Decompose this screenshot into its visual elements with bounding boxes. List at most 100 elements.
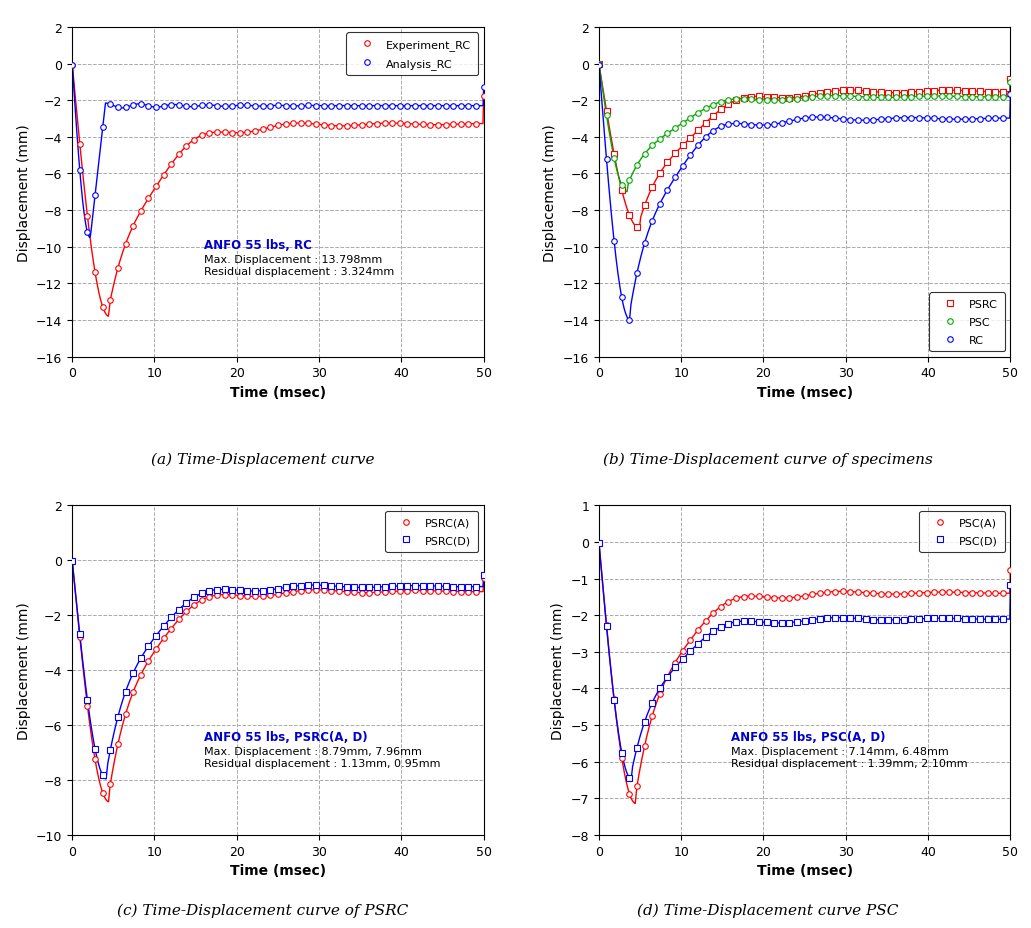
Line: PSC(A): PSC(A) bbox=[596, 541, 1013, 796]
PSRC bbox=[593, 59, 605, 71]
RC bbox=[997, 113, 1009, 124]
PSRC bbox=[966, 86, 978, 97]
Line: PSRC(D): PSRC(D) bbox=[69, 559, 487, 779]
Legend: PSRC, PSC, RC: PSRC, PSC, RC bbox=[929, 293, 1005, 352]
Text: Max. Displacement : 7.14mm, 6.48mm
Residual displacement : 1.39mm, 2.10mm: Max. Displacement : 7.14mm, 6.48mm Resid… bbox=[731, 746, 967, 767]
X-axis label: Time (msec): Time (msec) bbox=[230, 863, 326, 878]
Legend: PSC(A), PSC(D): PSC(A), PSC(D) bbox=[920, 511, 1005, 552]
Line: PSC: PSC bbox=[596, 62, 1013, 188]
X-axis label: Time (msec): Time (msec) bbox=[757, 863, 853, 878]
PSC bbox=[966, 92, 978, 103]
Line: PSRC: PSRC bbox=[596, 62, 1013, 231]
PSRC bbox=[699, 118, 711, 129]
Analysis_RC bbox=[226, 101, 238, 112]
Text: ANFO 55 lbs, PSRC(A, D): ANFO 55 lbs, PSRC(A, D) bbox=[204, 730, 367, 743]
Analysis_RC bbox=[439, 101, 452, 112]
PSRC(A) bbox=[149, 644, 162, 655]
PSRC bbox=[646, 182, 659, 193]
PSC(D) bbox=[646, 697, 659, 708]
PSRC(D) bbox=[439, 581, 452, 592]
X-axis label: Time (msec): Time (msec) bbox=[757, 386, 853, 400]
Analysis_RC bbox=[120, 103, 132, 114]
Text: ANFO 55 lbs, PSC(A, D): ANFO 55 lbs, PSC(A, D) bbox=[731, 730, 885, 743]
RC bbox=[753, 121, 765, 132]
PSC(D) bbox=[699, 632, 711, 643]
Text: (a) Time-Displacement curve: (a) Time-Displacement curve bbox=[152, 452, 374, 467]
PSRC(D) bbox=[226, 585, 238, 596]
Y-axis label: Displacement (mm): Displacement (mm) bbox=[16, 601, 31, 740]
PSC(A) bbox=[676, 646, 689, 657]
PSC bbox=[593, 59, 605, 71]
PSC(D) bbox=[623, 772, 635, 783]
PSRC(A) bbox=[470, 586, 483, 598]
Y-axis label: Displacement (mm): Displacement (mm) bbox=[543, 123, 557, 262]
PSC(A) bbox=[753, 591, 765, 602]
Line: Experiment_RC: Experiment_RC bbox=[69, 63, 487, 310]
Experiment_RC bbox=[120, 239, 132, 251]
PSRC(D) bbox=[470, 582, 483, 593]
Text: (c) Time-Displacement curve of PSRC: (c) Time-Displacement curve of PSRC bbox=[118, 902, 408, 917]
PSC bbox=[753, 95, 765, 106]
Text: (d) Time-Displacement curve PSC: (d) Time-Displacement curve PSC bbox=[637, 902, 899, 917]
PSC(A) bbox=[699, 616, 711, 627]
Legend: Experiment_RC, Analysis_RC: Experiment_RC, Analysis_RC bbox=[346, 33, 478, 76]
Analysis_RC bbox=[81, 227, 94, 238]
PSC(A) bbox=[593, 538, 605, 549]
PSC(D) bbox=[1004, 580, 1017, 591]
PSRC(D) bbox=[172, 604, 185, 615]
PSRC(A) bbox=[120, 709, 132, 720]
Text: Max. Displacement : 8.79mm, 7.96mm
Residual displacement : 1.13mm, 0.95mm: Max. Displacement : 8.79mm, 7.96mm Resid… bbox=[204, 746, 440, 767]
PSRC(D) bbox=[120, 687, 132, 698]
Legend: PSRC(A), PSRC(D): PSRC(A), PSRC(D) bbox=[386, 511, 478, 552]
PSRC(A) bbox=[172, 614, 185, 625]
Y-axis label: Displacement (mm): Displacement (mm) bbox=[552, 601, 565, 740]
Analysis_RC bbox=[172, 100, 185, 111]
PSC bbox=[646, 141, 659, 152]
PSRC(A) bbox=[439, 586, 452, 598]
PSC(D) bbox=[966, 613, 978, 625]
Analysis_RC bbox=[477, 83, 490, 94]
PSC(A) bbox=[997, 588, 1009, 599]
RC bbox=[699, 133, 711, 144]
Text: ANFO 55 lbs, RC: ANFO 55 lbs, RC bbox=[204, 238, 311, 251]
Text: Max. Displacement : 13.798mm
Residual displacement : 3.324mm: Max. Displacement : 13.798mm Residual di… bbox=[204, 255, 394, 277]
Analysis_RC bbox=[66, 60, 78, 71]
Line: Analysis_RC: Analysis_RC bbox=[69, 63, 487, 236]
PSRC bbox=[631, 223, 643, 234]
RC bbox=[646, 216, 659, 227]
PSC(A) bbox=[1004, 565, 1017, 576]
RC bbox=[676, 161, 689, 173]
Experiment_RC bbox=[149, 182, 162, 193]
PSC(A) bbox=[966, 587, 978, 599]
PSC bbox=[616, 180, 628, 191]
RC bbox=[593, 60, 605, 71]
PSRC bbox=[676, 141, 689, 152]
PSC bbox=[1004, 77, 1017, 88]
X-axis label: Time (msec): Time (msec) bbox=[230, 386, 326, 400]
Experiment_RC bbox=[226, 128, 238, 139]
PSRC bbox=[1004, 74, 1017, 85]
PSRC bbox=[997, 87, 1009, 98]
Line: RC: RC bbox=[596, 63, 1013, 323]
PSC bbox=[699, 104, 711, 115]
Experiment_RC bbox=[66, 60, 78, 71]
Text: (b) Time-Displacement curve of specimens: (b) Time-Displacement curve of specimens bbox=[603, 452, 933, 467]
PSC(A) bbox=[623, 788, 635, 799]
Analysis_RC bbox=[470, 101, 483, 112]
Experiment_RC bbox=[470, 119, 483, 130]
PSC bbox=[676, 118, 689, 129]
PSRC(D) bbox=[149, 630, 162, 641]
PSC(D) bbox=[593, 538, 605, 549]
Y-axis label: Displacement (mm): Displacement (mm) bbox=[16, 123, 31, 262]
RC bbox=[1004, 89, 1017, 100]
Line: PSRC(A): PSRC(A) bbox=[69, 559, 487, 795]
Experiment_RC bbox=[172, 149, 185, 161]
PSRC(D) bbox=[66, 556, 78, 567]
PSRC(D) bbox=[97, 770, 109, 781]
PSRC(A) bbox=[66, 556, 78, 567]
Experiment_RC bbox=[97, 302, 109, 313]
PSC(A) bbox=[646, 711, 659, 722]
PSC(D) bbox=[997, 614, 1009, 625]
PSC(D) bbox=[753, 616, 765, 627]
PSRC(A) bbox=[226, 589, 238, 600]
